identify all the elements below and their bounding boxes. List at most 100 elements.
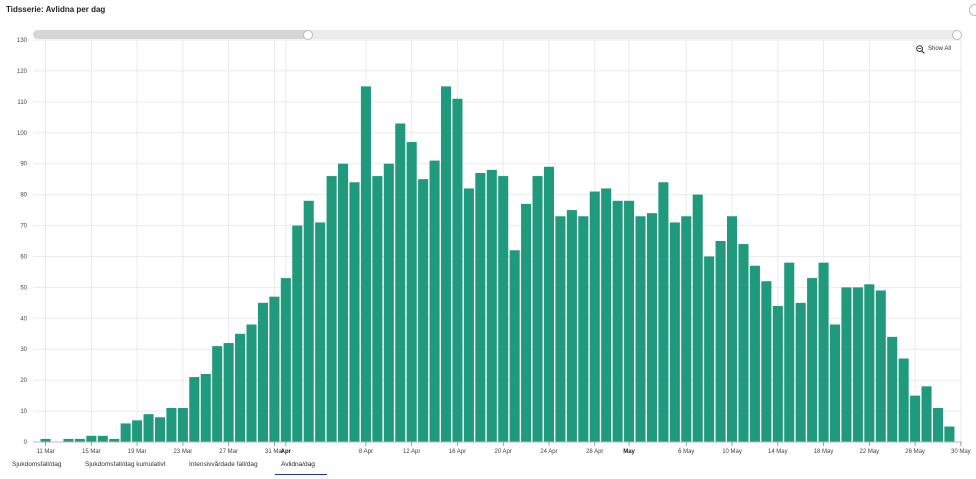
bar[interactable] xyxy=(235,333,246,442)
bar[interactable] xyxy=(635,216,646,442)
bar[interactable] xyxy=(74,438,85,442)
y-tick-label: 20 xyxy=(20,378,27,384)
bar[interactable] xyxy=(257,302,268,442)
bar[interactable] xyxy=(784,262,795,442)
bar[interactable] xyxy=(864,284,875,442)
bar[interactable] xyxy=(120,423,131,442)
bar[interactable] xyxy=(154,417,166,442)
bar[interactable] xyxy=(944,426,955,442)
bar[interactable] xyxy=(109,438,120,442)
window-control-icon[interactable] xyxy=(969,4,976,16)
bar[interactable] xyxy=(921,386,932,442)
bar[interactable] xyxy=(841,287,852,442)
bar[interactable] xyxy=(326,176,337,443)
bar[interactable] xyxy=(475,172,486,442)
bar[interactable] xyxy=(818,262,829,442)
tab-intensivvardade-fall[interactable]: Intensivvårdade fall/dag xyxy=(189,461,258,468)
show-all-button[interactable]: Show All xyxy=(916,43,951,55)
bar[interactable] xyxy=(177,407,188,442)
bar[interactable] xyxy=(852,287,863,442)
bar[interactable] xyxy=(612,200,623,442)
tab-sjukdomsfall-kumulativt[interactable]: Sjukdomsfall/dag kumulativt xyxy=(85,461,166,468)
bar[interactable] xyxy=(543,166,555,443)
bar[interactable] xyxy=(658,182,669,442)
bar[interactable] xyxy=(772,305,783,442)
bar[interactable] xyxy=(463,188,474,442)
bar[interactable] xyxy=(143,414,154,442)
bar[interactable] xyxy=(280,278,291,442)
bar[interactable] xyxy=(521,203,532,442)
bar[interactable] xyxy=(601,188,612,442)
range-navigator[interactable] xyxy=(33,30,962,40)
bar[interactable] xyxy=(223,343,234,442)
bar[interactable] xyxy=(898,358,909,442)
bar[interactable] xyxy=(761,281,772,442)
bar[interactable] xyxy=(566,210,577,442)
y-tick-label: 40 xyxy=(20,316,27,322)
bar[interactable] xyxy=(829,324,841,442)
bar[interactable] xyxy=(875,290,886,442)
bar[interactable] xyxy=(807,278,818,442)
bar[interactable] xyxy=(97,435,108,442)
y-tick-label: 60 xyxy=(20,254,27,260)
bar[interactable] xyxy=(486,169,497,442)
bar[interactable] xyxy=(395,123,406,442)
bar[interactable] xyxy=(578,216,589,442)
bar[interactable] xyxy=(624,200,635,442)
y-tick-label: 130 xyxy=(17,38,28,44)
bar[interactable] xyxy=(704,256,715,442)
x-tick-label: 19 Mar xyxy=(128,449,147,455)
y-tick-label: 100 xyxy=(17,131,28,137)
bar[interactable] xyxy=(727,216,738,442)
bar[interactable] xyxy=(292,225,303,442)
bar[interactable] xyxy=(715,241,726,442)
bar[interactable] xyxy=(166,407,177,442)
range-handle-right[interactable] xyxy=(952,30,962,40)
x-tick-label: 10 May xyxy=(722,449,742,455)
bar[interactable] xyxy=(360,86,371,442)
bar[interactable] xyxy=(269,296,280,442)
bar[interactable] xyxy=(429,160,440,442)
bar[interactable] xyxy=(383,163,394,442)
bar[interactable] xyxy=(200,373,211,442)
bar[interactable] xyxy=(338,163,349,442)
bar[interactable] xyxy=(452,98,463,442)
y-tick-label: 10 xyxy=(20,409,27,415)
bar[interactable] xyxy=(86,435,97,442)
bar[interactable] xyxy=(406,142,417,443)
bar[interactable] xyxy=(440,86,452,442)
bar[interactable] xyxy=(681,216,692,442)
bar[interactable] xyxy=(63,438,74,442)
bar[interactable] xyxy=(509,250,520,442)
bar[interactable] xyxy=(910,395,921,442)
x-tick-label: 18 May xyxy=(814,449,834,455)
bar[interactable] xyxy=(887,336,898,442)
tab-sjukdomsfall-dag[interactable]: Sjukdomsfall/dag xyxy=(12,461,62,468)
bar[interactable] xyxy=(246,324,257,442)
bar[interactable] xyxy=(303,200,314,442)
bar[interactable] xyxy=(349,182,360,442)
bar[interactable] xyxy=(589,191,600,442)
range-handle-left[interactable] xyxy=(303,30,313,40)
bar[interactable] xyxy=(932,407,944,442)
bar[interactable] xyxy=(646,213,657,442)
bar[interactable] xyxy=(795,302,806,442)
tab-avlidna-dag[interactable]: Avlidna/dag xyxy=(281,461,315,468)
bar[interactable] xyxy=(372,176,383,443)
bar[interactable] xyxy=(498,176,509,443)
bar[interactable] xyxy=(418,179,429,442)
bar[interactable] xyxy=(532,176,543,443)
bar[interactable] xyxy=(738,244,749,442)
bar[interactable] xyxy=(555,216,566,442)
bar[interactable] xyxy=(189,377,200,442)
bar[interactable] xyxy=(132,420,143,442)
page-title: Tidsserie: Avlidna per dag xyxy=(6,5,106,14)
bar[interactable] xyxy=(315,222,326,442)
bar[interactable] xyxy=(749,265,760,442)
x-tick-label: 20 Apr xyxy=(495,449,512,455)
bar[interactable] xyxy=(669,222,680,442)
bar[interactable] xyxy=(40,438,51,442)
bar[interactable] xyxy=(692,194,703,442)
bar[interactable] xyxy=(212,346,223,442)
